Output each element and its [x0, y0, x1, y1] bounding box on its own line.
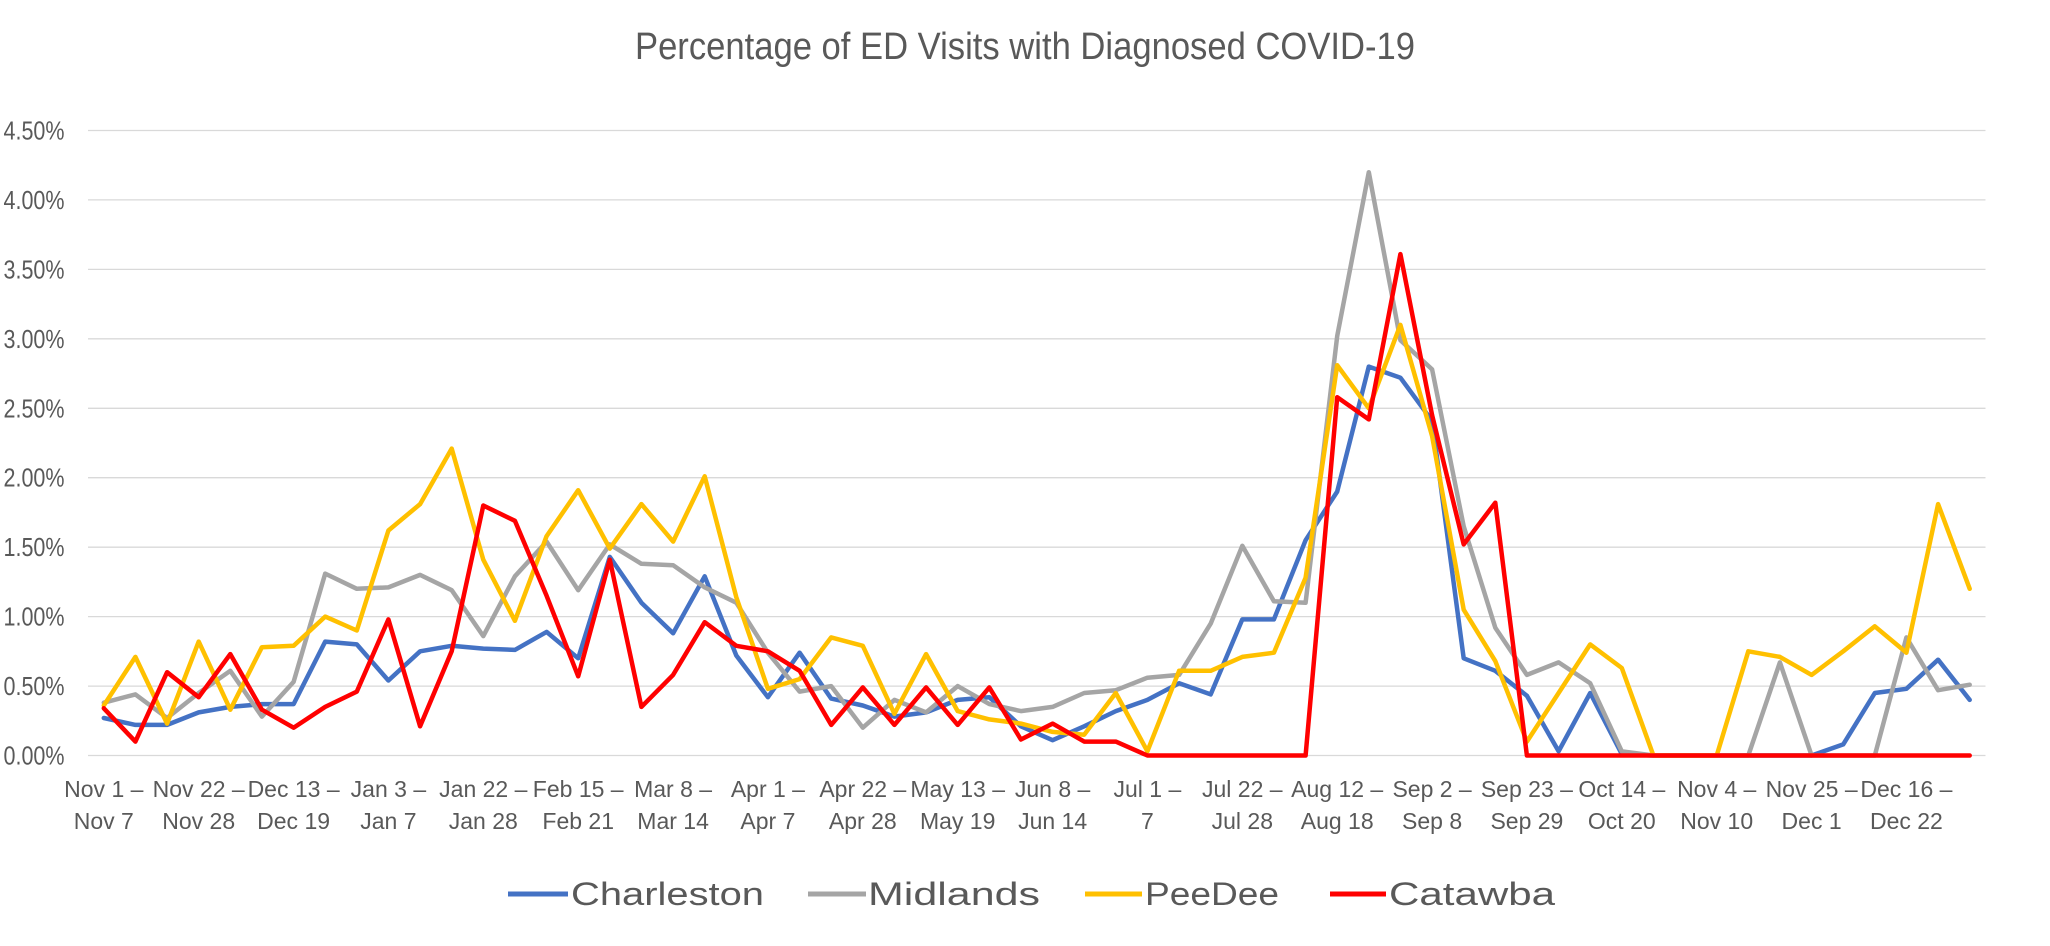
svg-text:2.00%: 2.00%	[4, 463, 65, 493]
svg-text:Jun 14: Jun 14	[1018, 808, 1087, 834]
svg-text:Dec 19: Dec 19	[257, 808, 330, 834]
svg-text:Apr 28: Apr 28	[829, 808, 897, 834]
svg-text:Apr 22 –: Apr 22 –	[819, 776, 906, 802]
svg-text:Jul 1 –: Jul 1 –	[1114, 776, 1182, 802]
svg-text:Sep 2 –: Sep 2 –	[1392, 776, 1471, 802]
svg-text:Dec 22: Dec 22	[1870, 808, 1943, 834]
svg-text:Nov 25 –: Nov 25 –	[1766, 776, 1858, 802]
svg-text:3.50%: 3.50%	[4, 254, 65, 284]
svg-text:Feb 21: Feb 21	[542, 808, 614, 834]
svg-text:Catawba: Catawba	[1389, 876, 1555, 912]
svg-text:Feb 15 –: Feb 15 –	[533, 776, 624, 802]
svg-text:May 19: May 19	[920, 808, 995, 834]
svg-text:Mar 14: Mar 14	[637, 808, 709, 834]
svg-text:Sep 8: Sep 8	[1402, 808, 1462, 834]
svg-text:Apr 7: Apr 7	[740, 808, 795, 834]
svg-text:Percentage of ED Visits with D: Percentage of ED Visits with Diagnosed C…	[635, 26, 1415, 68]
svg-text:Nov 10: Nov 10	[1680, 808, 1753, 834]
svg-text:Charleston: Charleston	[571, 876, 764, 912]
svg-text:Mar 8 –: Mar 8 –	[634, 776, 712, 802]
svg-text:PeeDee: PeeDee	[1145, 876, 1279, 912]
svg-text:Sep 23 –: Sep 23 –	[1481, 776, 1573, 802]
svg-text:0.50%: 0.50%	[4, 671, 65, 701]
svg-text:3.00%: 3.00%	[4, 324, 65, 354]
svg-text:May 13 –: May 13 –	[910, 776, 1005, 802]
svg-text:1.00%: 1.00%	[4, 602, 65, 632]
svg-text:Aug 18: Aug 18	[1301, 808, 1374, 834]
svg-text:Nov 1 –: Nov 1 –	[64, 776, 143, 802]
svg-text:Jul 22 –: Jul 22 –	[1202, 776, 1283, 802]
svg-text:7: 7	[1141, 808, 1154, 834]
svg-text:Nov 4 –: Nov 4 –	[1677, 776, 1756, 802]
svg-text:Aug 12 –: Aug 12 –	[1291, 776, 1383, 802]
svg-text:Oct 20: Oct 20	[1588, 808, 1656, 834]
svg-text:Nov 28: Nov 28	[162, 808, 235, 834]
svg-text:0.00%: 0.00%	[4, 741, 65, 771]
svg-text:Nov 7: Nov 7	[74, 808, 134, 834]
svg-text:1.50%: 1.50%	[4, 532, 65, 562]
svg-text:Dec 16 –: Dec 16 –	[1860, 776, 1952, 802]
svg-text:Apr 1 –: Apr 1 –	[731, 776, 805, 802]
svg-text:Dec 13 –: Dec 13 –	[248, 776, 340, 802]
svg-text:2.50%: 2.50%	[4, 393, 65, 423]
svg-text:Jan 7: Jan 7	[360, 808, 416, 834]
svg-text:4.50%: 4.50%	[4, 116, 65, 146]
svg-text:Jan 3 –: Jan 3 –	[351, 776, 427, 802]
svg-text:Jun 8 –: Jun 8 –	[1015, 776, 1091, 802]
svg-text:Jul 28: Jul 28	[1212, 808, 1273, 834]
svg-text:Dec 1: Dec 1	[1782, 808, 1842, 834]
svg-text:Jan 28: Jan 28	[449, 808, 518, 834]
svg-text:Jan 22 –: Jan 22 –	[439, 776, 527, 802]
svg-text:Oct 14 –: Oct 14 –	[1578, 776, 1665, 802]
svg-text:Nov 22 –: Nov 22 –	[153, 776, 245, 802]
svg-text:Sep 29: Sep 29	[1490, 808, 1563, 834]
svg-text:Midlands: Midlands	[868, 876, 1040, 912]
svg-text:4.00%: 4.00%	[4, 185, 65, 215]
